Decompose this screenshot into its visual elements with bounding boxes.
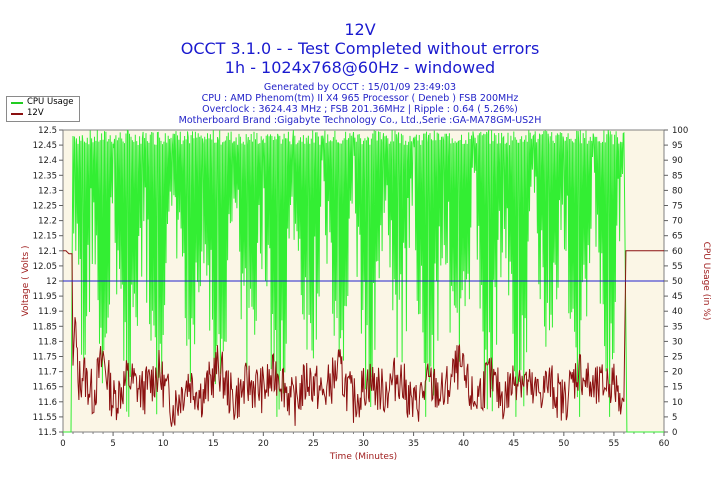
y2-tick-label: 90 [672,156,683,166]
motherboard-info: Motherboard Brand :Gigabyte Technology C… [178,115,542,126]
y-tick-label: 11.7 [38,368,57,378]
y-tick-label: 12.4 [38,156,57,166]
y2-tick-label: 20 [672,368,683,378]
x-tick-label: 30 [358,439,369,449]
x-tick-label: 50 [558,439,569,449]
legend-swatch-12v [11,113,23,115]
y2-tick-label: 40 [672,307,683,317]
legend-label-12v: 12V [27,108,44,118]
legend-label-cpu: CPU Usage [27,97,74,107]
chart-subtitle: OCCT 3.1.0 - - Test Completed without er… [180,39,540,58]
y2-tick-label: 60 [672,247,683,257]
y-tick-label: 11.85 [33,322,57,332]
chart-title: 12V [344,20,376,39]
y2-tick-label: 5 [672,413,677,423]
x-tick-label: 20 [258,439,269,449]
y2-tick-label: 75 [672,202,683,212]
y2-tick-label: 100 [672,126,688,136]
x-tick-label: 10 [158,439,169,449]
y-tick-label: 11.55 [33,413,57,423]
cpu-info: CPU : AMD Phenom(tm) II X4 965 Processor… [201,93,519,104]
x-tick-label: 60 [659,439,670,449]
y-tick-label: 12.2 [38,217,57,227]
y-tick-label: 12.1 [38,247,57,257]
y-tick-label: 11.8 [38,337,57,347]
x-tick-label: 25 [308,439,319,449]
y-tick-label: 12.35 [33,171,57,181]
x-tick-label: 45 [508,439,519,449]
y-axis-label: Voltage ( Volts ) [21,245,31,316]
x-tick-label: 15 [208,439,219,449]
x-axis-label: Time (Minutes) [329,452,397,462]
y-tick-label: 12.25 [33,202,57,212]
y-tick-label: 11.75 [33,353,57,363]
y-tick-label: 11.65 [33,383,57,393]
y2-tick-label: 95 [672,141,683,151]
legend-item-cpu: CPU Usage [7,97,79,108]
test-config: 1h - 1024x768@60Hz - windowed [224,58,496,77]
y2-tick-label: 55 [672,262,683,272]
y2-tick-label: 25 [672,353,683,363]
legend-swatch-cpu [11,102,23,104]
x-tick-label: 5 [110,439,115,449]
generated-info: Generated by OCCT : 15/01/09 23:49:03 [263,82,457,93]
y2-tick-label: 10 [672,398,683,408]
y2-axis-label: CPU Usage (in %) [701,242,711,321]
y-tick-label: 11.6 [38,398,57,408]
y-tick-label: 12.3 [38,186,57,196]
y2-tick-label: 35 [672,322,683,332]
y-tick-label: 12 [46,277,57,287]
legend-item-12v: 12V [7,108,79,119]
y2-tick-label: 30 [672,337,683,347]
y2-tick-label: 80 [672,186,683,196]
x-tick-label: 0 [60,439,65,449]
y2-tick-label: 85 [672,171,683,181]
y2-tick-label: 45 [672,292,683,302]
y-tick-label: 12.05 [33,262,57,272]
y-tick-label: 11.5 [38,428,57,438]
y-tick-label: 12.45 [33,141,57,151]
legend: CPU Usage 12V [6,96,80,122]
y2-tick-label: 70 [672,217,683,227]
voltage-line [63,250,664,427]
y-tick-label: 11.95 [33,292,57,302]
x-tick-label: 55 [609,439,620,449]
y-tick-label: 11.9 [38,307,57,317]
overclock-info: Overclock : 3624.43 MHz ; FSB 201.36MHz … [202,104,518,115]
y-tick-label: 12.15 [33,232,57,242]
y2-tick-label: 15 [672,383,683,393]
y2-tick-label: 65 [672,232,683,242]
y-tick-label: 12.5 [38,126,57,136]
x-tick-label: 35 [408,439,419,449]
x-tick-label: 40 [458,439,469,449]
y2-tick-label: 50 [672,277,683,287]
cpu-usage-line [63,129,664,433]
y2-tick-label: 0 [672,428,677,438]
